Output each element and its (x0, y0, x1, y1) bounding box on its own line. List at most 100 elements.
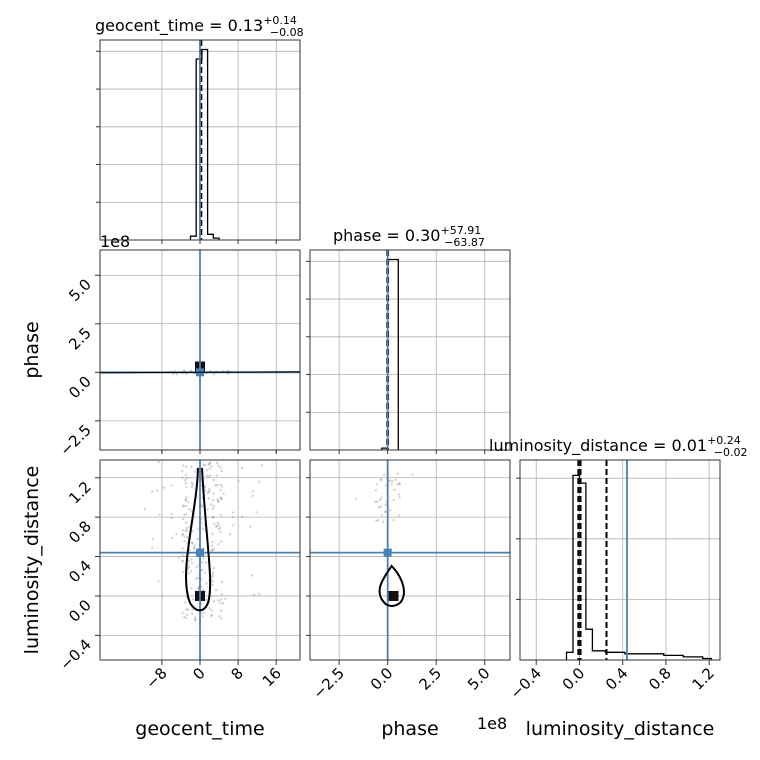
lum-vs-geocent-point (184, 601, 187, 604)
data-layer (99, 40, 713, 661)
lum-vs-geocent-point (205, 469, 209, 472)
lum-vs-geocent-point (170, 516, 173, 520)
lum-vs-geocent-point (185, 536, 189, 539)
lum-vs-geocent-point (208, 462, 211, 466)
lum-vs-geocent-point (157, 460, 160, 464)
lum-vs-geocent-point (181, 559, 184, 563)
lum-vs-geocent-point (224, 597, 227, 600)
lum-vs-geocent-point (186, 613, 189, 616)
lum-vs-geocent-point (216, 500, 220, 503)
lum-vs-geocent-point (192, 547, 196, 551)
lum-vs-geocent-point (194, 616, 197, 619)
lum-vs-phase-point (380, 496, 383, 499)
lum-vs-geocent-point (212, 547, 216, 551)
lum-vs-geocent-point (240, 515, 244, 518)
lum-vs-geocent-point (219, 601, 222, 605)
lum-vs-geocent-point (220, 485, 224, 488)
ylabel-luminosity-distance: luminosity_distance (21, 466, 43, 655)
lum-vs-phase-point (384, 503, 387, 506)
lum-vs-geocent-point (182, 505, 185, 508)
lum-vs-geocent-point (217, 464, 220, 467)
lum-vs-geocent-point (158, 513, 161, 516)
ytick-lum-label-4: 1.2 (65, 478, 95, 508)
lum-vs-geocent-point (197, 576, 200, 579)
lum-vs-geocent-point (204, 554, 207, 557)
lum-vs-geocent-point (218, 615, 221, 618)
lum-vs-geocent-point (182, 517, 185, 521)
lum-vs-phase-point (388, 480, 391, 483)
lum-vs-geocent-point (208, 467, 211, 470)
phase-1d-histogram (381, 258, 399, 451)
lum-vs-geocent-point (209, 503, 213, 506)
lum-vs-geocent-point (156, 489, 159, 492)
lum-vs-geocent-point (187, 559, 190, 563)
xlabel-luminosity-distance: luminosity_distance (526, 718, 715, 740)
xtick-lum-label-2: 0.4 (602, 664, 632, 694)
lum-vs-geocent-point (181, 560, 184, 563)
xtick-lum-label-3: 0.8 (645, 664, 675, 694)
lum-vs-geocent-point (213, 522, 216, 526)
lum-vs-phase-point (392, 499, 396, 502)
lum-vs-geocent-point (208, 607, 211, 610)
lum-vs-geocent-point (215, 588, 218, 592)
lum-vs-geocent-point (212, 600, 216, 603)
title-luminosity-distance: luminosity_distance = 0.01+0.24 −0.02 (489, 434, 748, 459)
phase-vs-geocent-point (176, 373, 179, 376)
lum-vs-geocent-point (184, 554, 187, 558)
lum-vs-geocent-point (210, 465, 213, 468)
lum-vs-geocent-point (209, 474, 212, 477)
lum-vs-geocent-point (217, 599, 220, 602)
lum-vs-phase-point (376, 483, 379, 486)
lum-vs-geocent-point (175, 532, 178, 536)
ytick-lum-label-0: −0.4 (56, 635, 94, 673)
lum-vs-geocent-point (217, 528, 220, 531)
lum-vs-geocent-point (183, 540, 186, 543)
lum-vs-geocent-point (211, 499, 215, 502)
lum-vs-geocent-point (210, 614, 213, 618)
lum-vs-geocent-point (212, 478, 216, 482)
lum-vs-geocent-point (215, 461, 219, 465)
lum-vs-geocent-point (181, 533, 184, 537)
lum-vs-geocent-point (184, 529, 188, 533)
lum-vs-phase-point (374, 500, 377, 503)
lum-vs-geocent-point (219, 530, 222, 534)
lum-vs-phase-point (379, 477, 383, 481)
lum-vs-phase-point (380, 514, 384, 517)
lum-vs-phase-point (355, 498, 358, 501)
lum-vs-geocent-point (193, 544, 196, 547)
lum-vs-geocent-point (194, 619, 197, 622)
lum-vs-geocent-point (185, 513, 188, 516)
lum-vs-geocent-point (210, 609, 214, 612)
lum-vs-geocent-point (219, 598, 223, 601)
lum-vs-geocent-point (188, 548, 192, 551)
lum-vs-phase-point (390, 482, 393, 486)
lum-vs-geocent-truth-point (196, 548, 204, 557)
ytick-phase-label-2: 2.5 (65, 324, 95, 354)
ytick-phase-label-1: 0.0 (65, 372, 95, 402)
lum-vs-geocent-point (211, 575, 214, 579)
lum-vs-geocent-point (211, 571, 215, 574)
offset-label-phase-y: 1e8 (100, 232, 130, 251)
lum-vs-geocent-point (210, 549, 214, 552)
lum-vs-geocent-point (202, 557, 205, 560)
lum-vs-geocent-point (202, 464, 205, 467)
lum-vs-phase-point (393, 488, 396, 492)
lum-vs-phase-point (411, 473, 414, 476)
lum-vs-geocent-point (222, 492, 225, 495)
lum-vs-geocent-point (208, 487, 211, 491)
lum-vs-geocent-point (206, 491, 210, 494)
lum-vs-geocent-point (180, 470, 184, 473)
lum-vs-geocent-point (162, 486, 165, 489)
lum-vs-geocent-point (201, 527, 204, 530)
lum-vs-geocent-point (181, 532, 184, 536)
lum-vs-geocent-point (219, 466, 222, 469)
lum-vs-phase-point (374, 489, 377, 492)
lum-vs-geocent-point (181, 476, 184, 479)
lum-vs-geocent-point (204, 463, 207, 467)
lum-vs-geocent-point (210, 544, 214, 548)
lum-vs-geocent-point (184, 521, 188, 524)
lum-vs-geocent-point (190, 509, 193, 512)
lum-vs-geocent-point (205, 474, 208, 477)
lum-vs-geocent-point (211, 515, 214, 519)
